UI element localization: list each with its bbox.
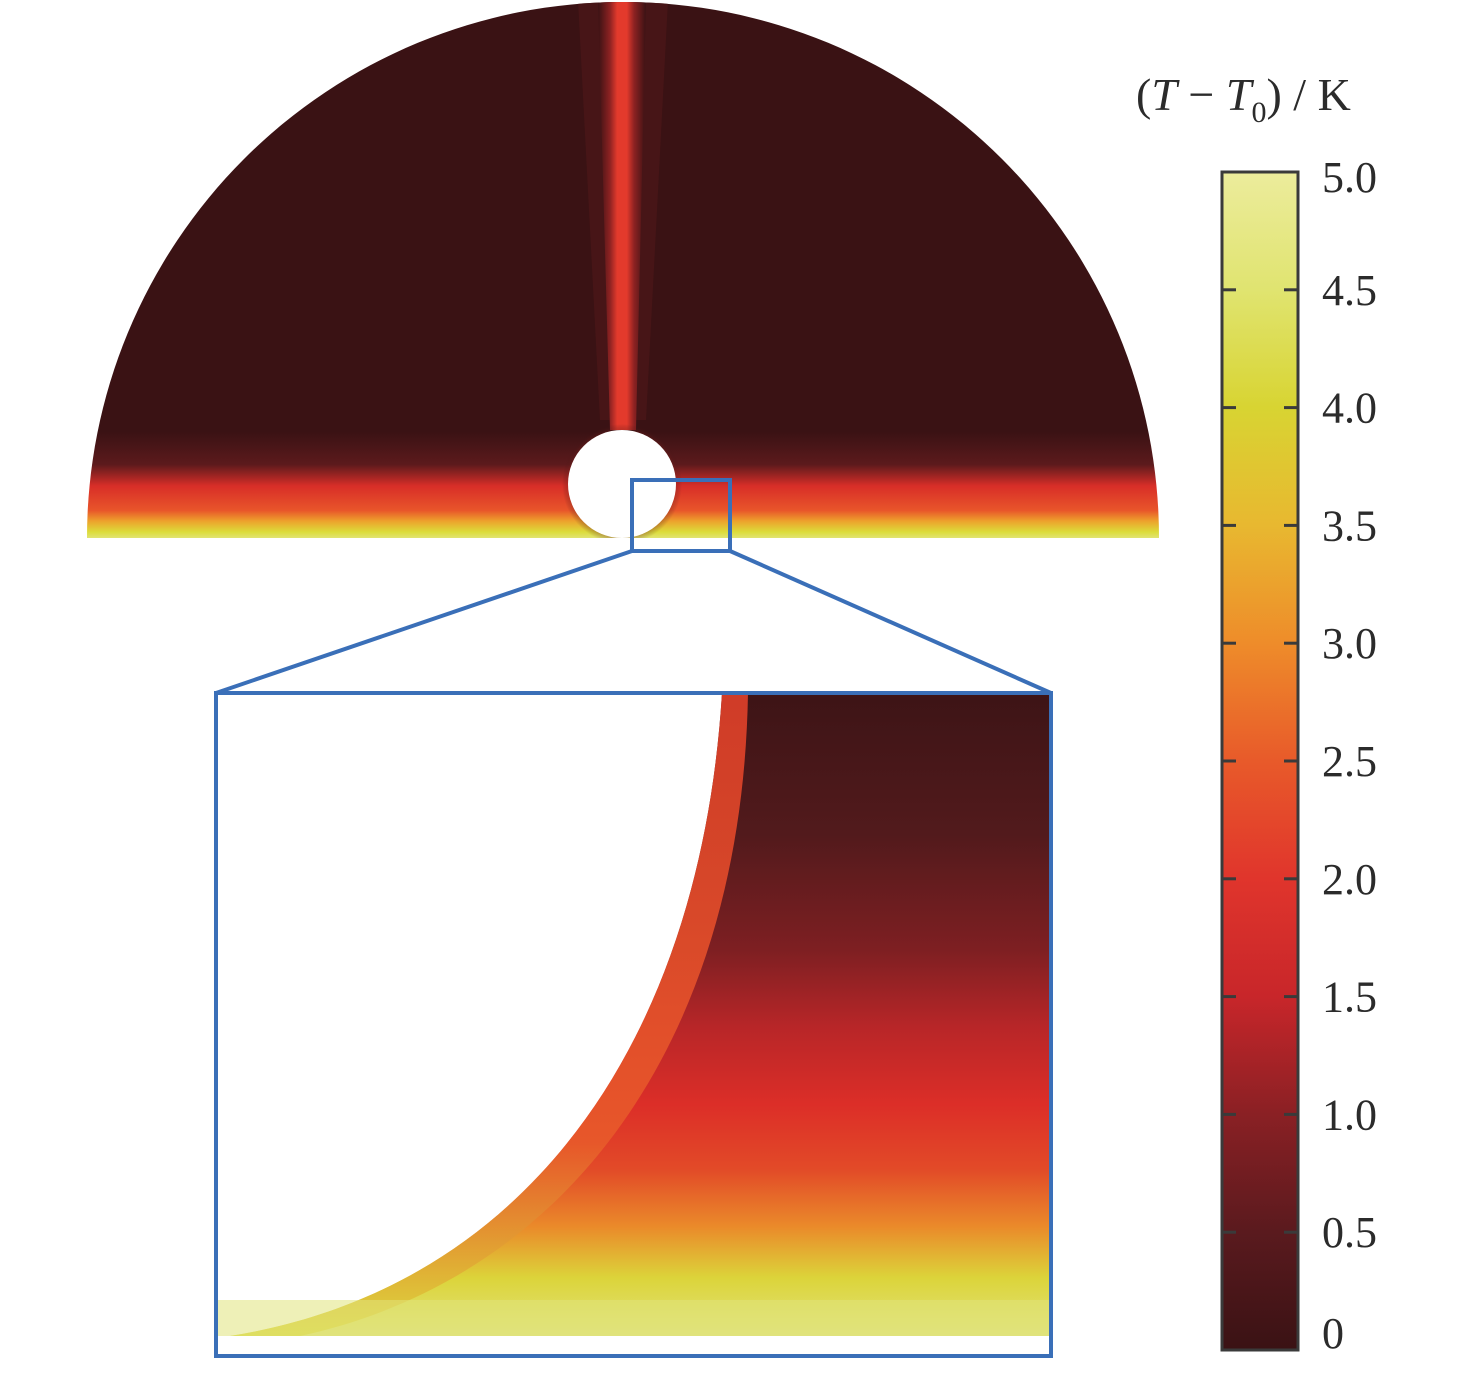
- colorbar-tick-label: 1.0: [1322, 1090, 1377, 1139]
- colorbar-tick-label: 2.5: [1322, 737, 1377, 786]
- zoom-connector-left: [215, 549, 633, 695]
- zoom-connector-right: [729, 549, 1052, 695]
- colorbar-tick-label: 4.5: [1322, 266, 1377, 315]
- thermal-plume: [598, 2, 646, 430]
- zoom-source-box: [630, 478, 732, 553]
- zoom-panel: [216, 693, 1051, 1356]
- zoom-indicator: [215, 478, 1052, 695]
- zoom-panel-frame: [214, 691, 1053, 1358]
- colorbar-tick-label: 3.5: [1322, 501, 1377, 550]
- colorbar-tick-label: 5.0: [1322, 153, 1377, 202]
- colorbar-title: (T − T0) / K: [1136, 69, 1351, 129]
- semicircle-domain: [87, 2, 1159, 538]
- colorbar-tick-label: 0: [1322, 1309, 1344, 1358]
- colorbar: (T − T0) / K 0 0.5 1.0 1.5 2.0 2.5 3.0 3.5 4.0 4.…: [1136, 69, 1377, 1358]
- colorbar-tick-label: 2.0: [1322, 855, 1377, 904]
- zoom-hot-band: [216, 1300, 1051, 1336]
- colorbar-tick-label: 1.5: [1322, 973, 1377, 1022]
- colorbar-tick-label: 3.0: [1322, 619, 1377, 668]
- colorbar-tick-label: 0.5: [1322, 1208, 1377, 1257]
- zoom-field: [230, 693, 1051, 1336]
- colorbar-tick-label: 4.0: [1322, 384, 1377, 433]
- colorbar-ticks: 0 0.5 1.0 1.5 2.0 2.5 3.0 3.5 4.0 4.5 5.0: [1222, 153, 1377, 1358]
- heated-cylinder: [568, 430, 676, 538]
